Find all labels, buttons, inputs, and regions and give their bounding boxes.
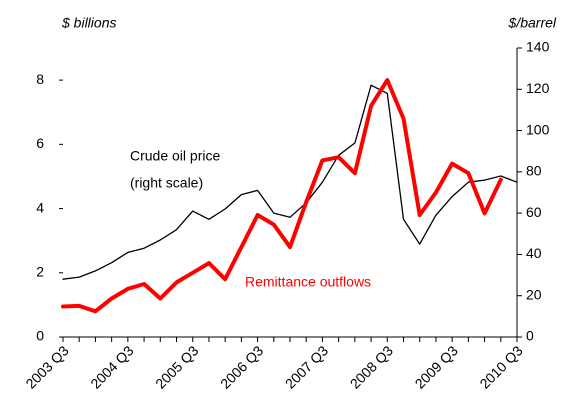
x-tick-label: 2005 Q3 [152,342,201,391]
y2-tick-label: 40 [526,245,542,261]
x-tick-label: 2010 Q3 [476,342,525,391]
y-tick-label: 2 [36,263,44,279]
y2-axis-title: $/barrel [508,15,557,31]
y-tick-label: 6 [36,135,44,151]
y2-tick-label: 140 [526,39,550,55]
annotation: Crude oil price [130,148,220,164]
y-tick-label: 4 [36,199,44,215]
series-line [61,78,503,314]
y-tick-label: 0 [36,328,44,344]
y2-tick-label: 100 [526,121,550,137]
x-tick-label: 2003 Q3 [22,342,71,391]
series-label: Remittance outflows [245,274,371,290]
y-axis-title: $ billions [61,15,116,31]
x-tick-label: 2009 Q3 [412,342,461,391]
y2-tick-label: 0 [526,328,534,344]
y-tick-label: 8 [36,71,44,87]
y2-tick-label: 60 [526,204,542,220]
x-tick-label: 2008 Q3 [347,342,396,391]
annotation: (right scale) [130,175,203,191]
y2-tick-label: 80 [526,163,542,179]
x-tick-label: 2007 Q3 [282,342,331,391]
x-tick-label: 2004 Q3 [87,342,136,391]
x-tick-label: 2006 Q3 [217,342,266,391]
y2-tick-label: 120 [526,80,550,96]
series-line [62,84,518,280]
y2-tick-label: 20 [526,286,542,302]
